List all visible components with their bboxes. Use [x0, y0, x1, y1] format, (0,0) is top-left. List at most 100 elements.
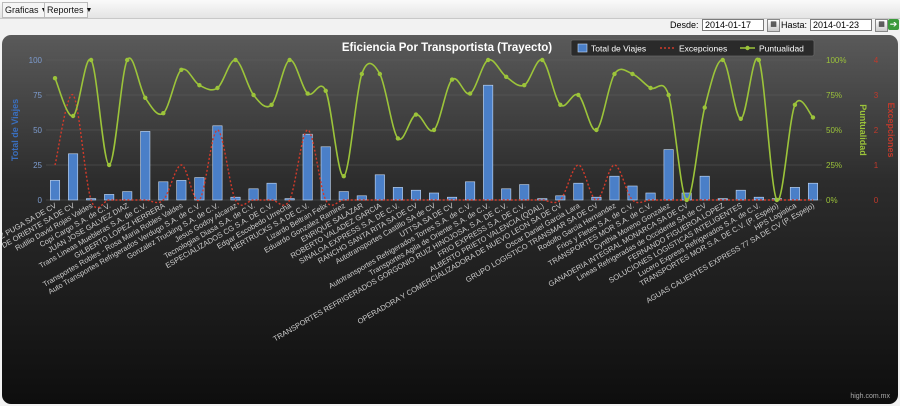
bar[interactable] [663, 149, 674, 201]
bar[interactable] [248, 188, 259, 201]
bar[interactable] [591, 196, 602, 201]
puntualidad-point[interactable] [720, 57, 725, 63]
bar[interactable] [555, 195, 566, 201]
bar[interactable] [302, 133, 313, 201]
puntualidad-point[interactable] [810, 115, 816, 120]
puntualidad-point[interactable] [52, 76, 58, 81]
puntualidad-point[interactable] [106, 162, 112, 168]
right-axis-title: Puntualidad [858, 104, 868, 156]
left-tick-label: 75 [33, 91, 42, 100]
bar[interactable] [627, 185, 638, 201]
puntualidad-point[interactable] [125, 57, 130, 63]
puntualidad-point[interactable] [666, 92, 671, 98]
bar[interactable] [573, 182, 584, 201]
bar[interactable] [230, 196, 241, 201]
bar[interactable] [356, 195, 367, 201]
puntualidad-point[interactable] [576, 92, 581, 98]
puntualidad-point[interactable] [684, 197, 689, 203]
puntualidad-point[interactable] [233, 57, 238, 63]
puntualidad-point[interactable] [738, 116, 743, 122]
bar[interactable] [104, 194, 115, 201]
go-arrow-icon[interactable]: ➔ [888, 19, 899, 30]
puntualidad-point[interactable] [395, 136, 401, 141]
puntualidad-point[interactable] [143, 95, 148, 100]
puntualidad-point[interactable] [594, 127, 599, 133]
puntualidad-point[interactable] [792, 102, 798, 108]
puntualidad-point[interactable] [774, 197, 780, 203]
bar[interactable] [645, 192, 656, 201]
chart-legend: Total de Viajes Excepciones Puntualidad [570, 39, 815, 57]
bar[interactable] [68, 153, 79, 201]
bar[interactable] [735, 189, 746, 201]
puntualidad-point[interactable] [630, 71, 635, 77]
puntualidad-point[interactable] [648, 85, 653, 91]
puntualidad-point[interactable] [359, 71, 365, 77]
bar[interactable] [429, 192, 439, 201]
puntualidad-point[interactable] [323, 88, 328, 93]
puntualidad-point[interactable] [269, 102, 274, 108]
bar[interactable] [158, 181, 169, 201]
puntualidad-point[interactable] [341, 174, 346, 179]
puntualidad-point[interactable] [215, 85, 220, 91]
bar[interactable] [266, 182, 277, 201]
puntualidad-point[interactable] [431, 127, 437, 133]
bar[interactable] [410, 189, 421, 201]
puntualidad-point[interactable] [485, 57, 491, 63]
bar[interactable] [194, 177, 205, 201]
desde-input[interactable] [702, 19, 764, 31]
puntualidad-point[interactable] [702, 105, 707, 110]
puntualidad-point[interactable] [161, 111, 166, 116]
puntualidad-point[interactable] [756, 57, 762, 63]
bar[interactable] [807, 182, 818, 201]
bar[interactable] [392, 187, 403, 201]
bar[interactable] [519, 184, 530, 201]
bar[interactable] [789, 187, 800, 201]
bar[interactable] [699, 175, 710, 201]
puntualidad-point[interactable] [70, 113, 76, 119]
puntualidad-point[interactable] [503, 74, 509, 79]
bar[interactable] [320, 146, 331, 201]
chart-axes: 0 25 50 75 100 0% 25% 50% 75% 100% 0 1 2 3 4 Total de V… [10, 56, 896, 205]
legend-total-viajes: Total de Viajes [591, 44, 646, 54]
puntualidad-point[interactable] [540, 57, 545, 63]
bar[interactable] [140, 131, 151, 201]
puntualidad-point[interactable] [88, 57, 94, 63]
line-series [52, 57, 816, 209]
bar[interactable] [50, 180, 61, 201]
bar[interactable] [465, 181, 476, 201]
puntualidad-point[interactable] [179, 67, 184, 72]
left-tick-label: 50 [33, 126, 42, 135]
calendar-icon[interactable]: ▦ [767, 19, 780, 32]
menu-graficas[interactable]: Graficas▼ [2, 2, 47, 18]
puntualidad-point[interactable] [413, 112, 419, 117]
bar[interactable] [753, 196, 764, 201]
bar[interactable] [609, 175, 620, 201]
calendar-icon[interactable]: ▦ [875, 19, 888, 32]
puntualidad-point[interactable] [612, 71, 617, 77]
left-tick-label: 0 [38, 196, 43, 205]
bar[interactable] [374, 174, 385, 201]
puntualidad-point[interactable] [522, 83, 527, 88]
right-tick-label: 75% [826, 91, 842, 100]
legend-puntualidad-marker [745, 45, 750, 51]
bar[interactable] [212, 125, 223, 201]
menu-reportes[interactable]: Reportes ▼ [44, 2, 92, 18]
right-tick-label: 50% [826, 126, 842, 135]
puntualidad-point[interactable] [377, 71, 383, 77]
bar[interactable] [176, 180, 187, 201]
puntualidad-point[interactable] [467, 91, 473, 96]
puntualidad-point[interactable] [197, 83, 202, 88]
puntualidad-point[interactable] [287, 57, 292, 63]
legend-excepciones: Excepciones [679, 44, 727, 54]
puntualidad-point[interactable] [305, 91, 310, 96]
hasta-input[interactable] [810, 19, 872, 31]
puntualidad-point[interactable] [449, 77, 455, 82]
bar[interactable] [122, 191, 133, 201]
bar[interactable] [537, 198, 548, 201]
bar[interactable] [483, 84, 494, 201]
puntualidad-point[interactable] [251, 92, 256, 98]
bar[interactable] [338, 191, 349, 201]
left-tick-label: 25 [33, 161, 42, 170]
bar[interactable] [501, 188, 512, 201]
puntualidad-point[interactable] [558, 102, 563, 108]
